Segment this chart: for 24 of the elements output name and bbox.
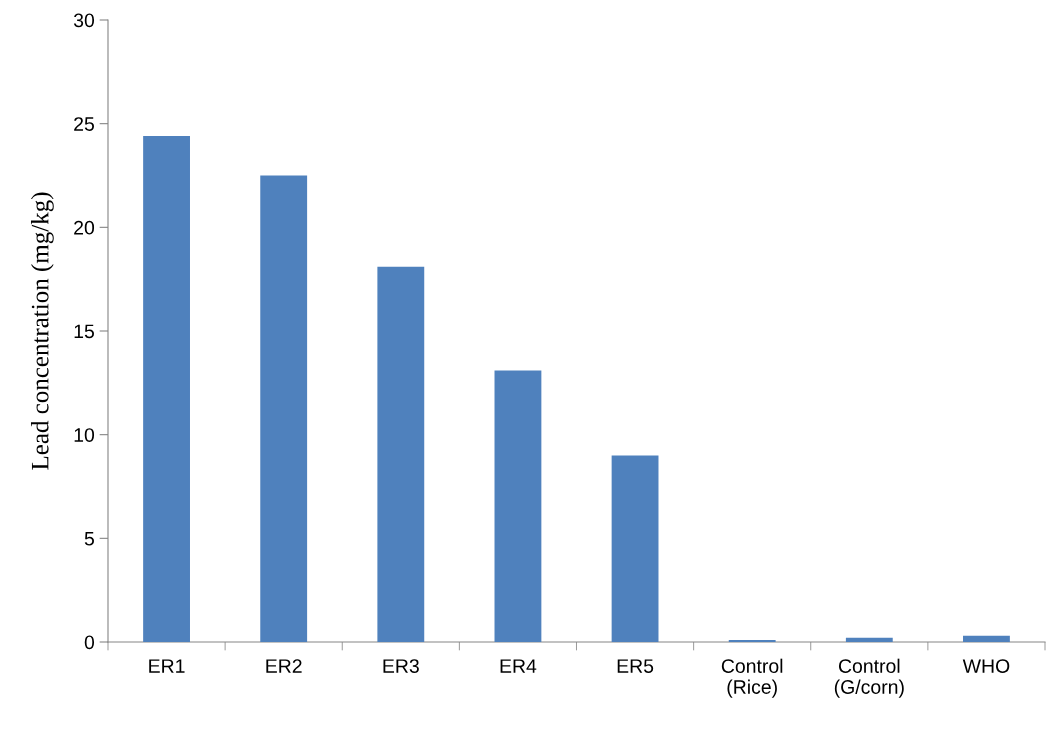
y-tick-label: 25	[74, 117, 94, 131]
y-tick-label: 20	[74, 220, 95, 235]
x-tick-label: Control (G/corn)	[834, 658, 904, 698]
bar	[494, 370, 542, 642]
bar	[728, 639, 776, 642]
x-tick-label: ER4	[500, 659, 537, 673]
x-tick-label: ER5	[617, 659, 654, 673]
x-tick-label: ER2	[266, 659, 302, 673]
bar	[845, 637, 893, 642]
y-tick-label: 5	[84, 532, 94, 546]
y-tick-label: 30	[73, 13, 95, 28]
x-tick-label: Control (Rice)	[721, 658, 783, 698]
y-tick-label: 10	[74, 428, 95, 442]
y-tick-label: 15	[74, 324, 94, 339]
y-tick-label: 0	[84, 635, 95, 650]
bar	[963, 635, 1010, 642]
bar	[143, 136, 190, 642]
x-tick-label: ER1	[149, 659, 185, 673]
bar	[260, 175, 308, 642]
y-axis-title: Lead concentration (mg/kg)	[30, 192, 54, 470]
x-tick-label: WHO	[962, 659, 1010, 673]
bar	[611, 455, 659, 642]
x-tick-label: ER3	[383, 659, 419, 673]
bar	[377, 266, 425, 642]
